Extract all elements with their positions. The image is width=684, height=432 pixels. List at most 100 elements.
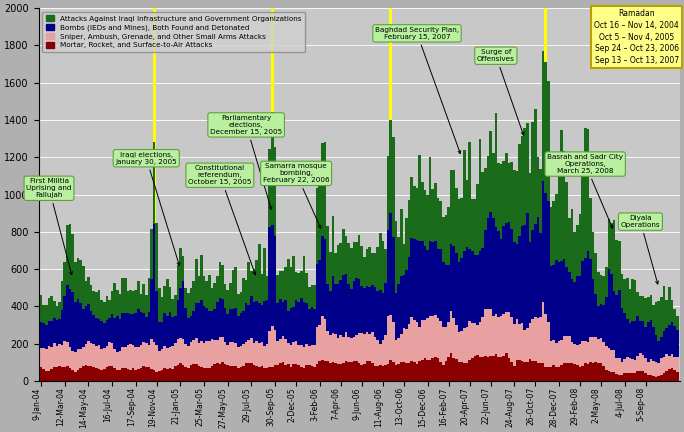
Bar (350, 362, 353, 381)
Bar (460, 198, 463, 258)
Text: Ramadan
Oct 16 – Nov 14, 2004
Oct 5 – Nov 4, 2005
Sep 24 – Oct 23, 2006
Sep 13 –: Ramadan Oct 16 – Nov 14, 2004 Oct 5 – No… (594, 9, 679, 65)
Bar (400, 276, 403, 334)
Bar (607, 348, 610, 372)
Bar (313, 308, 316, 345)
Bar (319, 260, 321, 325)
Bar (657, 376, 660, 381)
Bar (85, 365, 87, 381)
Bar (121, 313, 124, 347)
Bar (135, 370, 137, 381)
Bar (350, 289, 353, 338)
Bar (353, 242, 355, 281)
Bar (358, 363, 360, 381)
Bar (584, 363, 586, 381)
Bar (637, 292, 639, 316)
Bar (295, 341, 298, 364)
Bar (87, 304, 90, 341)
Bar (92, 343, 95, 367)
Bar (570, 342, 573, 363)
Bar (445, 327, 447, 361)
Bar (523, 362, 526, 381)
Bar (623, 313, 626, 359)
Bar (616, 374, 618, 381)
Bar (114, 368, 116, 381)
Bar (153, 8, 156, 381)
Bar (594, 295, 597, 337)
Bar (620, 273, 623, 308)
Bar (337, 337, 339, 364)
Bar (245, 303, 248, 342)
Bar (450, 353, 453, 381)
Bar (326, 361, 329, 381)
Bar (326, 284, 329, 330)
Bar (219, 262, 221, 298)
Bar (450, 311, 453, 353)
Bar (158, 322, 161, 351)
Bar (66, 342, 68, 366)
Bar (371, 332, 373, 363)
Bar (195, 259, 198, 303)
Bar (429, 316, 432, 360)
Bar (187, 293, 189, 318)
Text: Parliamentary
elections,
December 15, 2005: Parliamentary elections, December 15, 20… (210, 115, 282, 210)
Bar (463, 251, 466, 328)
Bar (631, 373, 634, 381)
Bar (58, 319, 61, 344)
Bar (232, 366, 235, 381)
Bar (187, 368, 189, 381)
Bar (224, 284, 226, 308)
Bar (339, 335, 342, 364)
Bar (631, 321, 634, 359)
Bar (369, 334, 371, 361)
Bar (584, 128, 586, 258)
Bar (492, 316, 495, 356)
Bar (382, 340, 384, 365)
Bar (77, 349, 79, 370)
Bar (539, 362, 542, 381)
Bar (366, 286, 369, 332)
Bar (221, 299, 224, 337)
Bar (484, 309, 486, 356)
Bar (521, 226, 523, 323)
Bar (363, 257, 366, 288)
Bar (518, 360, 521, 381)
Bar (439, 201, 442, 249)
Bar (185, 344, 187, 367)
Bar (371, 253, 373, 285)
Bar (202, 343, 205, 368)
Bar (426, 250, 429, 318)
Bar (282, 362, 285, 381)
Bar (87, 277, 90, 304)
Bar (620, 375, 623, 381)
Bar (600, 304, 603, 337)
Bar (198, 276, 200, 303)
Bar (382, 365, 384, 381)
Bar (68, 347, 71, 368)
Bar (58, 344, 61, 366)
Bar (140, 294, 142, 312)
Bar (45, 349, 48, 372)
Bar (568, 363, 570, 381)
Bar (531, 319, 534, 361)
Bar (503, 226, 505, 314)
Bar (573, 363, 576, 381)
Bar (300, 298, 302, 346)
Bar (289, 267, 292, 308)
Bar (655, 302, 657, 335)
Bar (650, 295, 653, 320)
Bar (676, 357, 679, 372)
Bar (242, 311, 245, 344)
Bar (639, 296, 642, 321)
Bar (355, 278, 358, 335)
Bar (161, 297, 163, 322)
Bar (600, 363, 603, 381)
Bar (179, 288, 182, 338)
Bar (121, 368, 124, 381)
Bar (211, 311, 213, 339)
Bar (114, 283, 116, 318)
Bar (376, 340, 379, 366)
Bar (235, 267, 237, 308)
Bar (392, 137, 395, 237)
Bar (592, 279, 594, 337)
Bar (255, 260, 258, 301)
